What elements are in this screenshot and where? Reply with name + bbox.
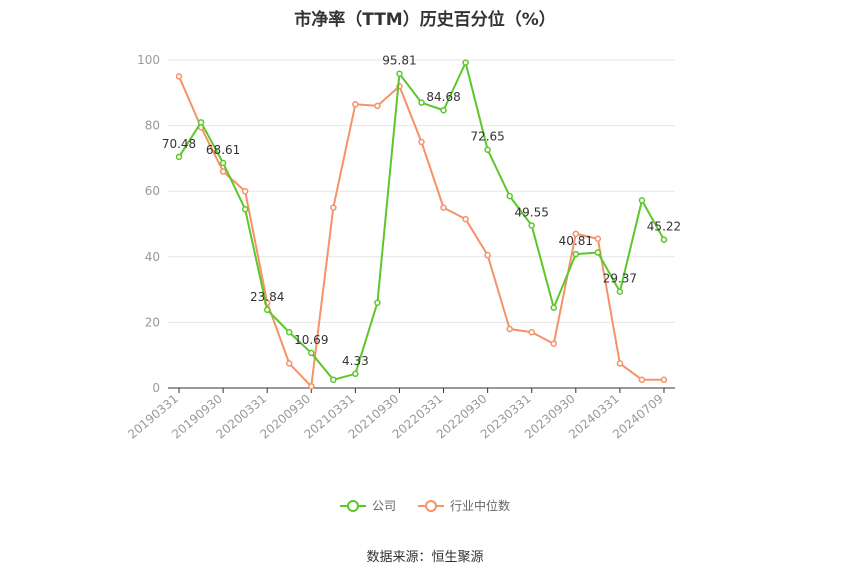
data-point[interactable] (418, 99, 425, 106)
data-point[interactable] (197, 119, 205, 126)
data-label: 70.48 (162, 137, 196, 151)
data-point[interactable] (175, 153, 183, 161)
data-point[interactable] (660, 236, 668, 243)
data-label: 10.69 (294, 333, 328, 347)
data-point[interactable] (396, 70, 403, 77)
data-label: 72.65 (470, 130, 504, 144)
series-layer (175, 59, 668, 390)
data-point[interactable] (594, 249, 602, 256)
y-tick-label: 20 (145, 315, 160, 329)
data-point[interactable] (528, 328, 535, 336)
data-point[interactable] (374, 299, 381, 306)
data-point[interactable] (572, 230, 580, 238)
legend: 公司 行业中位数 (0, 497, 850, 514)
legend-swatch-industry-median (418, 499, 444, 513)
data-point[interactable] (462, 215, 469, 223)
data-point[interactable] (308, 349, 315, 357)
data-labels: 70.48 68.61 23.84 10.69 4.33 95.81 84.68 72.65 4… (162, 54, 681, 368)
data-point[interactable] (594, 235, 602, 243)
data-point[interactable] (330, 204, 337, 211)
chart-title: 市净率（TTM）历史百分位（%） (294, 10, 556, 30)
series-line-industry-median (178, 76, 664, 388)
data-point[interactable] (219, 168, 227, 175)
data-point[interactable] (308, 383, 315, 390)
data-point[interactable] (528, 222, 535, 229)
data-source: 数据来源：恒生聚源 (366, 550, 484, 565)
data-point[interactable] (616, 288, 624, 295)
data-point[interactable] (484, 146, 491, 153)
y-tick-label: 100 (137, 53, 160, 67)
data-point[interactable] (484, 251, 491, 259)
y-tick-label: 80 (145, 119, 160, 133)
data-point[interactable] (550, 340, 558, 347)
data-point[interactable] (572, 250, 580, 258)
data-point[interactable] (241, 205, 249, 213)
y-tick-label: 40 (145, 250, 160, 264)
data-point[interactable] (285, 360, 293, 367)
data-label: 95.81 (382, 54, 416, 68)
data-point[interactable] (175, 73, 183, 80)
data-point[interactable] (241, 187, 249, 195)
data-point[interactable] (219, 159, 227, 167)
data-label: 40.81 (559, 234, 593, 248)
data-point[interactable] (440, 106, 447, 114)
legend-label-industry-median: 行业中位数 (450, 499, 511, 513)
data-point[interactable] (550, 304, 558, 311)
legend-label-company: 公司 (371, 499, 396, 513)
y-tick-label: 60 (145, 184, 160, 198)
data-label: 4.33 (342, 354, 369, 368)
y-axis-ticks: 0 20 40 60 80 100 (137, 53, 160, 395)
data-point[interactable] (638, 197, 646, 204)
data-point[interactable] (285, 328, 293, 336)
data-point[interactable] (352, 101, 359, 108)
data-label: 49.55 (515, 205, 549, 219)
legend-item-industry-median[interactable]: 行业中位数 (418, 497, 510, 514)
data-point[interactable] (440, 204, 447, 211)
data-point[interactable] (506, 325, 513, 333)
data-point[interactable] (330, 376, 337, 384)
data-label: 45.22 (647, 220, 681, 234)
data-point[interactable] (462, 59, 469, 66)
legend-item-company[interactable]: 公司 (339, 497, 396, 514)
data-point[interactable] (418, 138, 425, 146)
grid-lines (168, 59, 675, 323)
data-label: 23.84 (250, 290, 284, 304)
data-point[interactable] (263, 306, 271, 314)
x-axis: 2019033120190930202003312020093020210331… (125, 387, 675, 442)
data-point[interactable] (616, 360, 624, 367)
y-tick-label: 0 (152, 381, 160, 395)
data-point[interactable] (352, 370, 359, 378)
legend-swatch-company (339, 499, 366, 513)
data-label: 84.68 (426, 90, 460, 104)
data-point[interactable] (506, 192, 513, 200)
data-label: 68.61 (206, 143, 240, 157)
data-label: 29.37 (603, 272, 637, 286)
data-point[interactable] (638, 376, 646, 384)
data-point[interactable] (374, 102, 381, 110)
data-point[interactable] (660, 376, 668, 384)
